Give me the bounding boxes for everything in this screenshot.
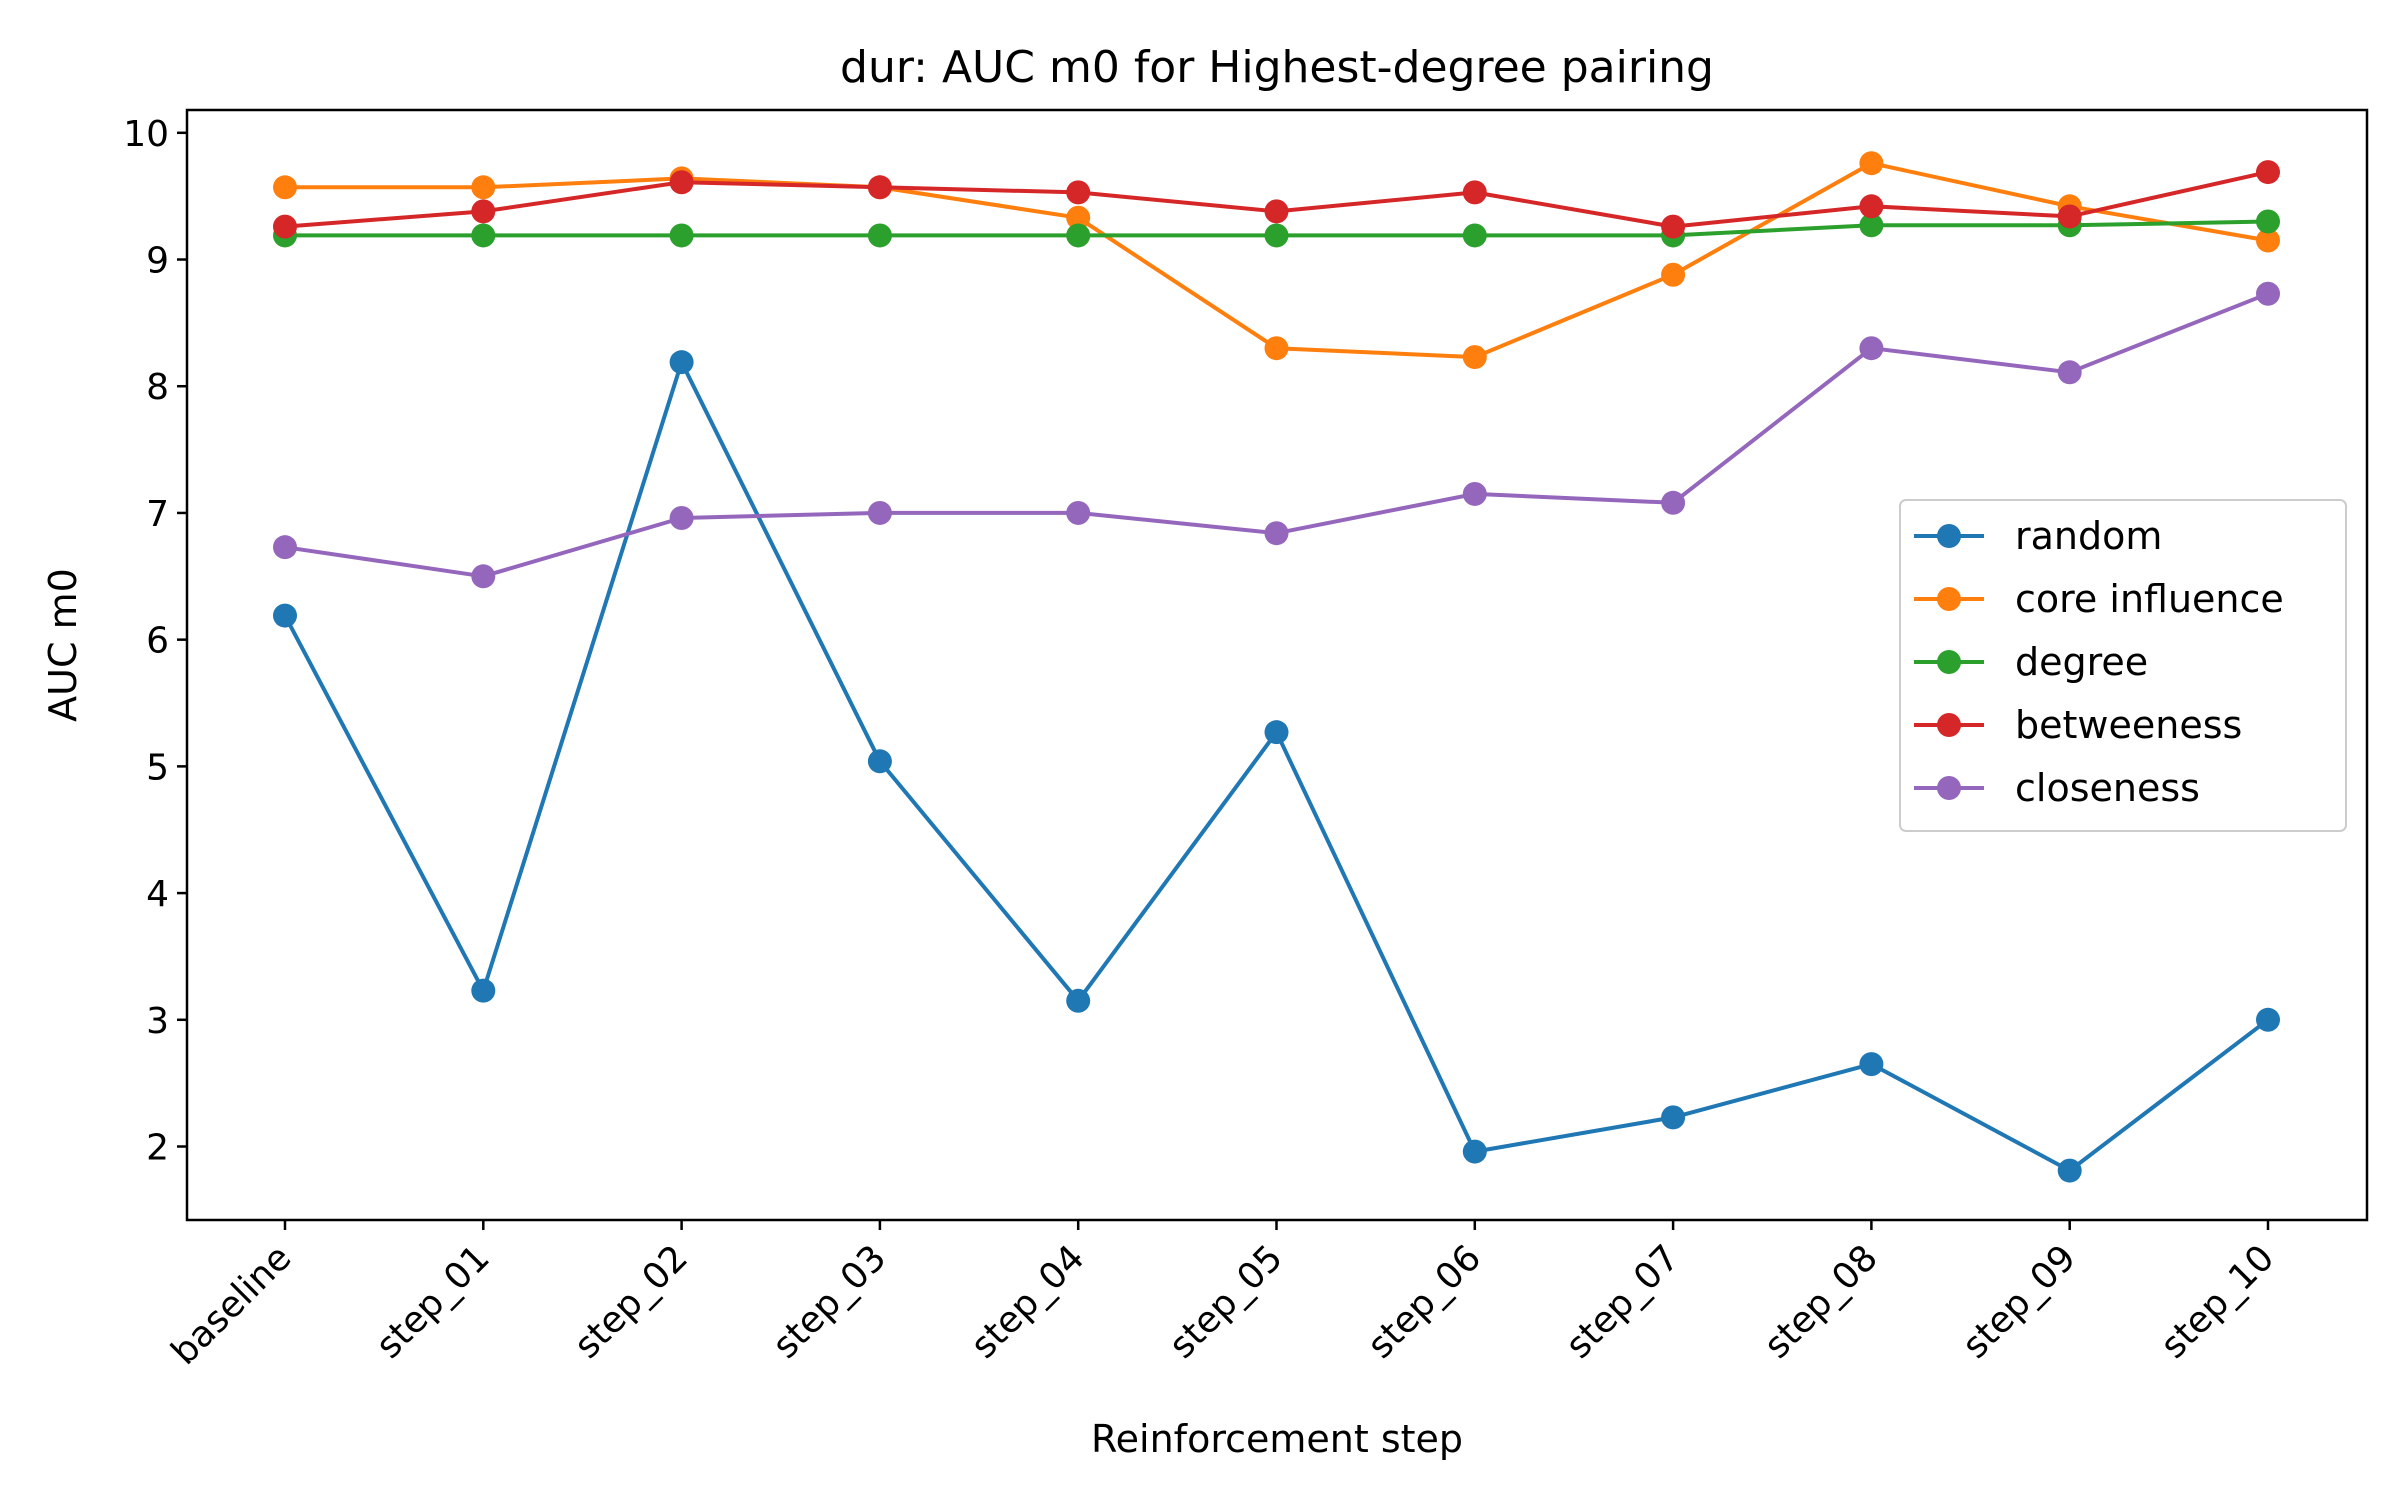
data-point-degree xyxy=(867,223,892,248)
data-point-random xyxy=(669,350,694,375)
data-point-betweeness xyxy=(1264,199,1289,224)
data-point-betweeness xyxy=(471,199,496,224)
y-tick-label: 9 xyxy=(146,241,169,282)
legend-label-random: random xyxy=(2015,514,2162,558)
data-point-degree xyxy=(669,223,694,248)
chart-title: dur: AUC m0 for Highest-degree pairing xyxy=(840,42,1714,93)
data-point-degree xyxy=(1264,223,1289,248)
x-tick-label: baseline xyxy=(164,1237,300,1373)
data-point-betweeness xyxy=(867,175,892,200)
legend-marker-betweeness xyxy=(1937,713,1961,737)
data-point-degree xyxy=(1859,213,1884,238)
y-tick-label: 4 xyxy=(146,874,169,915)
data-point-random xyxy=(1066,988,1091,1013)
data-point-degree xyxy=(1462,223,1487,248)
data-point-betweeness xyxy=(1859,194,1884,219)
data-point-betweeness xyxy=(1066,180,1091,205)
x-tick-label: step_06 xyxy=(1360,1237,1489,1366)
data-point-core-influence xyxy=(2256,228,2280,253)
x-axis-title: Reinforcement step xyxy=(1091,1417,1463,1461)
data-point-random xyxy=(273,603,297,628)
data-point-betweeness xyxy=(2256,160,2280,185)
data-point-core-influence xyxy=(1661,262,1686,287)
data-point-core-influence xyxy=(471,175,496,200)
series-betweeness xyxy=(273,160,2280,239)
data-point-random xyxy=(867,749,892,774)
series-core-influence xyxy=(273,151,2280,370)
series-line-core-influence xyxy=(285,161,2269,360)
data-point-betweeness xyxy=(2057,204,2082,229)
x-tick-label: step_03 xyxy=(765,1237,894,1366)
legend-marker-core-influence xyxy=(1937,587,1961,611)
data-point-random xyxy=(1264,720,1289,745)
legend-label-core-influence: core influence xyxy=(2015,577,2284,621)
y-tick-label: 6 xyxy=(146,621,169,662)
x-tick-label: step_01 xyxy=(368,1237,497,1366)
data-point-random xyxy=(1859,1052,1884,1077)
x-tick-label: step_10 xyxy=(2153,1237,2282,1366)
plot-area-frame xyxy=(185,108,2369,1222)
data-point-core-influence xyxy=(273,175,297,200)
y-tick-label: 7 xyxy=(146,494,169,535)
data-point-closeness xyxy=(2256,281,2280,306)
legend-marker-closeness xyxy=(1937,776,1961,800)
data-point-betweeness xyxy=(1661,214,1686,239)
data-point-closeness xyxy=(471,564,496,589)
legend-box xyxy=(1899,499,2347,832)
series-layer xyxy=(273,151,2280,1183)
data-point-betweeness xyxy=(273,214,297,239)
data-point-closeness xyxy=(1661,490,1686,515)
data-point-degree xyxy=(2256,209,2280,234)
x-tick-label: step_05 xyxy=(1162,1237,1291,1366)
y-tick-label: 8 xyxy=(146,367,169,408)
data-point-core-influence xyxy=(1066,205,1091,230)
x-tick-label: step_02 xyxy=(567,1237,696,1366)
data-point-degree xyxy=(471,223,496,248)
data-point-closeness xyxy=(1462,481,1487,506)
data-point-closeness xyxy=(867,500,892,525)
legend-label-degree: degree xyxy=(2015,640,2148,684)
data-point-closeness xyxy=(273,535,297,560)
data-point-core-influence xyxy=(1859,151,1884,176)
y-tick-label: 3 xyxy=(146,1001,169,1042)
data-point-core-influence xyxy=(1264,336,1289,361)
data-point-closeness xyxy=(1264,521,1289,546)
data-point-betweeness xyxy=(1462,180,1487,205)
data-point-random xyxy=(2057,1158,2082,1183)
y-tick-label: 10 xyxy=(123,114,169,155)
data-point-betweeness xyxy=(669,170,694,195)
data-point-closeness xyxy=(1859,336,1884,361)
y-tick-label: 2 xyxy=(146,1128,169,1169)
series-closeness xyxy=(273,281,2280,589)
data-point-closeness xyxy=(1066,500,1091,525)
legend-marker-random xyxy=(1937,524,1961,548)
x-tick-label: step_07 xyxy=(1558,1237,1687,1366)
legend-marker-degree xyxy=(1937,650,1961,674)
x-tick-label: step_09 xyxy=(1955,1237,2084,1366)
x-tick-label: step_08 xyxy=(1757,1237,1886,1366)
series-random xyxy=(273,350,2280,1183)
data-point-core-influence xyxy=(1462,345,1487,370)
data-point-closeness xyxy=(669,506,694,531)
y-tick-label: 5 xyxy=(146,747,169,788)
legend-label-betweeness: betweeness xyxy=(2015,703,2242,747)
data-point-random xyxy=(2256,1007,2280,1032)
data-point-random xyxy=(1462,1139,1487,1164)
data-point-random xyxy=(471,978,496,1003)
legend: random core influence degree betweeness clos… xyxy=(1899,499,2347,832)
data-point-closeness xyxy=(2057,360,2082,385)
legend-label-closeness: closeness xyxy=(2015,766,2200,810)
y-axis-title: AUC m0 xyxy=(41,568,85,722)
data-point-degree xyxy=(1066,223,1091,248)
x-tick-label: step_04 xyxy=(963,1237,1092,1366)
data-point-random xyxy=(1661,1105,1686,1130)
